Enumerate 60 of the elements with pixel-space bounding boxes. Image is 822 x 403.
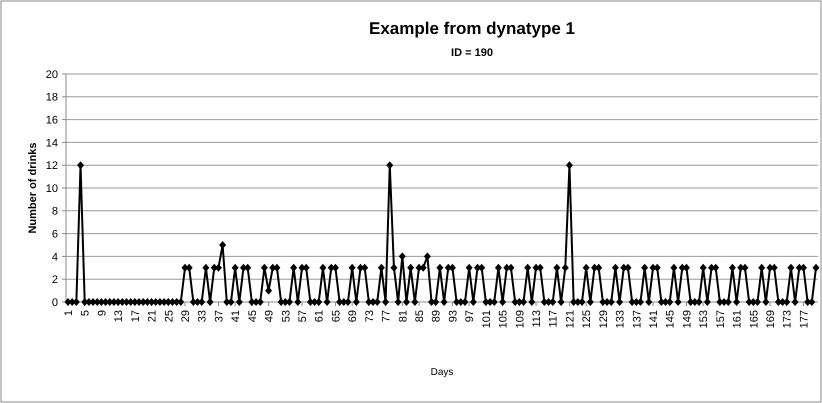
x-tick-label: 41: [230, 310, 242, 322]
x-tick-label: 121: [564, 310, 576, 328]
x-tick-label: 133: [614, 310, 627, 328]
y-tick-label: 6: [52, 228, 58, 240]
x-tick-label: 13: [113, 310, 126, 322]
x-axis-title: Days: [430, 367, 454, 378]
x-tick-label: 169: [765, 310, 778, 328]
y-axis-title: Number of drinks: [27, 142, 39, 234]
x-tick-label: 85: [414, 310, 426, 322]
y-tick-label: 0: [52, 296, 58, 309]
x-tick-label: 97: [464, 310, 476, 322]
y-tick-label: 4: [52, 251, 58, 264]
x-tick-label: 57: [297, 310, 310, 322]
x-tick-label: 161: [732, 310, 744, 328]
x-tick-label: 25: [163, 310, 176, 322]
x-tick-label: 173: [782, 310, 794, 328]
x-tick-label: 149: [681, 310, 694, 328]
x-tick-label: 29: [180, 310, 192, 322]
y-tick-label: 16: [46, 114, 58, 126]
y-tick-label: 2: [52, 274, 58, 286]
x-tick-label: 49: [264, 310, 276, 322]
x-tick-label: 9: [96, 310, 108, 316]
x-tick-label: 89: [430, 310, 443, 322]
x-tick-label: 109: [514, 310, 526, 328]
x-tick-label: 101: [480, 310, 493, 328]
x-tick-label: 137: [631, 310, 644, 328]
x-tick-label: 5: [80, 310, 92, 316]
chart-subtitle: ID = 190: [451, 47, 493, 59]
x-tick-label: 105: [498, 310, 510, 328]
x-tick-label: 33: [196, 310, 209, 322]
x-tick-label: 117: [548, 310, 560, 328]
x-tick-label: 113: [531, 310, 544, 328]
x-tick-label: 77: [380, 310, 393, 322]
chart-title: Example from dynatype 1: [369, 19, 575, 38]
y-tick-label: 10: [46, 182, 58, 195]
x-tick-label: 153: [698, 310, 710, 328]
x-tick-label: 21: [146, 310, 159, 322]
x-tick-label: 65: [330, 310, 342, 322]
y-tick-label: 8: [52, 206, 58, 218]
x-tick-label: 69: [347, 310, 360, 322]
x-tick-label: 37: [213, 310, 226, 322]
x-tick-label: 53: [280, 310, 292, 322]
x-tick-label: 157: [714, 310, 727, 328]
y-tick-label: 12: [46, 160, 58, 172]
x-tick-label: 141: [648, 310, 660, 328]
x-tick-label: 177: [798, 310, 810, 328]
y-tick-label: 20: [46, 68, 58, 81]
x-tick-label: 93: [447, 310, 460, 322]
y-tick-label: 18: [46, 92, 58, 104]
x-tick-label: 81: [397, 310, 410, 322]
y-tick-label: 14: [46, 137, 58, 150]
x-tick-label: 129: [598, 310, 610, 328]
x-tick-label: 73: [364, 310, 376, 322]
x-tick-label: 17: [130, 310, 142, 322]
x-tick-label: 145: [664, 310, 677, 328]
x-tick-label: 125: [581, 310, 594, 328]
x-tick-label: 165: [748, 310, 760, 328]
x-tick-label: 61: [314, 310, 326, 322]
x-tick-label: 1: [63, 310, 75, 316]
x-tick-label: 45: [246, 310, 259, 322]
